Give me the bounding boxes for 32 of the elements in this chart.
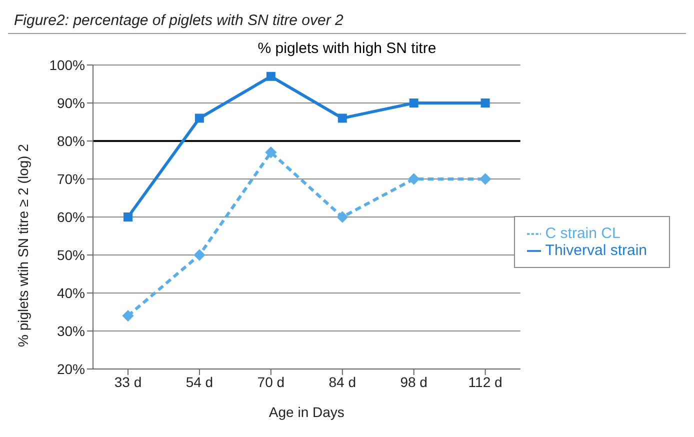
x-tick-label: 70 d xyxy=(257,374,285,390)
point xyxy=(122,310,134,322)
y-tick-label: 60% xyxy=(56,208,85,225)
x-tick-label: 33 d xyxy=(114,374,142,390)
x-tick-label: 98 d xyxy=(400,374,428,390)
point xyxy=(124,212,132,222)
point xyxy=(194,114,204,123)
x-axis-title: Age in Days xyxy=(268,404,344,420)
y-tick-label: 70% xyxy=(56,170,85,187)
point xyxy=(480,98,490,108)
chart-title: % piglets with high SN titre xyxy=(256,40,438,57)
y-tick-label: 80% xyxy=(56,132,85,149)
point xyxy=(266,72,276,81)
point xyxy=(338,114,347,123)
y-tick-label: 100% xyxy=(49,56,85,73)
y-tick-label: 90% xyxy=(56,94,85,111)
point xyxy=(336,211,348,223)
point xyxy=(194,249,206,261)
point xyxy=(409,98,418,108)
y-tick-label: 20% xyxy=(56,360,85,377)
point xyxy=(408,173,420,185)
point xyxy=(265,146,277,158)
y-axis-title: % piglets wtih SN titre ≥ 2 (log) 2 xyxy=(14,144,31,347)
caption: Figure2: percentage of piglets with SN titre over 2 xyxy=(8,8,686,34)
y-tick-label: 40% xyxy=(56,284,85,301)
y-tick-label: 50% xyxy=(56,246,85,263)
x-tick-label: 84 d xyxy=(328,374,356,390)
x-tick-label: 54 d xyxy=(186,374,214,390)
y-tick-label: 30% xyxy=(56,322,85,339)
legend-label: C strain CL xyxy=(545,225,620,242)
x-tick-label: 112 d xyxy=(468,374,502,390)
legend-label: Thiverval strain xyxy=(545,242,647,259)
